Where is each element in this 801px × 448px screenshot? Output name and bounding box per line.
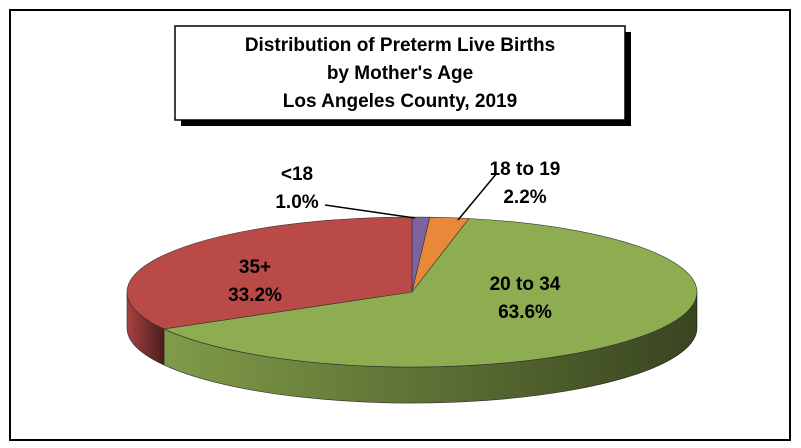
chart-title: Los Angeles County, 2019 xyxy=(283,91,517,112)
slice-value: 1.0% xyxy=(275,192,318,213)
leader-line xyxy=(324,204,416,219)
slice-label: 18 to 19 xyxy=(490,159,561,180)
slice xyxy=(126,216,413,330)
leader-line xyxy=(457,172,498,221)
title-box xyxy=(174,25,626,121)
slice-side-shade xyxy=(163,292,698,404)
slice-value: 33.2% xyxy=(228,285,282,306)
slice-label: <18 xyxy=(281,164,313,185)
slice-value: 2.2% xyxy=(503,187,546,208)
slice-value: 63.6% xyxy=(498,302,552,323)
slice-label: 20 to 34 xyxy=(490,274,561,295)
slice xyxy=(162,218,698,368)
slice-label: 35+ xyxy=(239,257,271,278)
chart-title: by Mother's Age xyxy=(327,63,473,84)
chart-title: Distribution of Preterm Live Births xyxy=(245,35,555,56)
slice-side-shade xyxy=(127,292,164,365)
